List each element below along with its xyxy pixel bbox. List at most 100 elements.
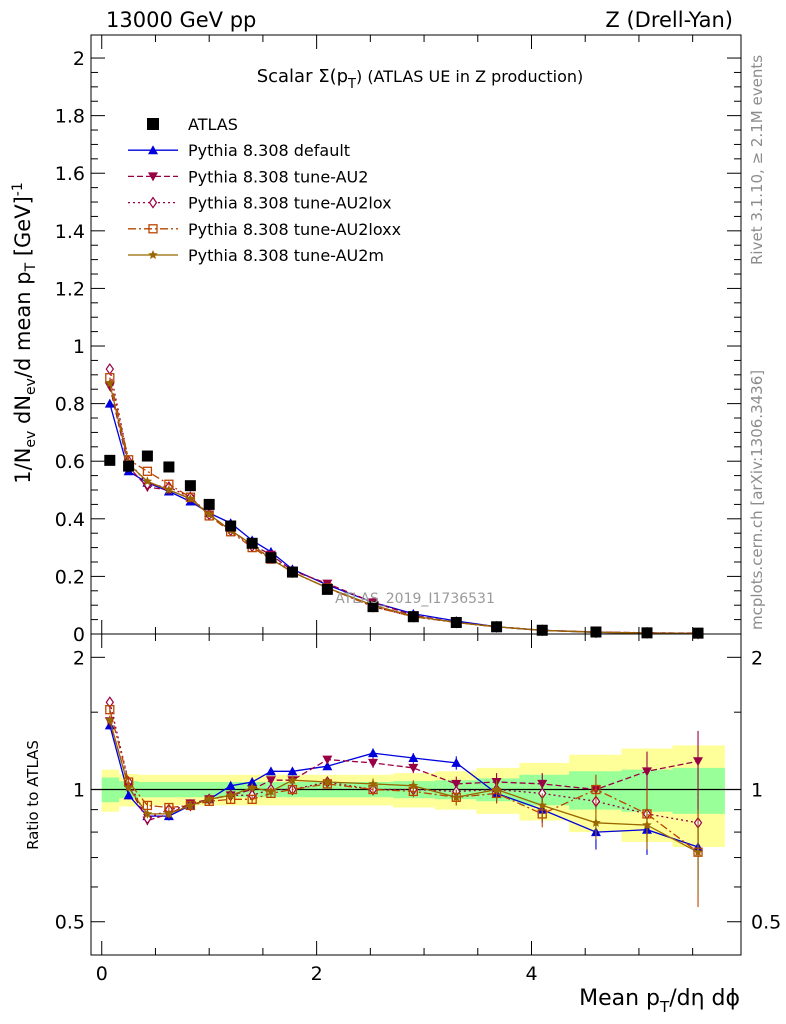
legend-label: Pythia 8.308 tune-AU2lox (188, 194, 392, 213)
x-tick-label: 0 (96, 963, 108, 985)
x-tick-label: 2 (311, 963, 323, 985)
ratio-series-point (225, 790, 236, 800)
main-y-tick-label: 0.4 (55, 509, 85, 531)
ratio-series-point (368, 748, 379, 758)
data-point (265, 552, 277, 564)
legend-label: Pythia 8.308 tune-AU2loxx (188, 220, 401, 239)
data-point (225, 520, 237, 532)
data-point (367, 601, 379, 613)
ratio-y-tick-label: 0.5 (55, 912, 85, 934)
ratio-series-point (287, 766, 298, 776)
legend-marker (148, 172, 158, 182)
series-point (105, 378, 115, 388)
x-tick-label: 4 (525, 963, 537, 985)
ratio-series-point (204, 794, 214, 804)
ratio-series-point (105, 714, 115, 725)
mcplots-reference-label: mcplots.cern.ch [arXiv:1306.3436] (748, 370, 766, 630)
data-point (203, 498, 215, 510)
x-axis-label-pre: Mean p (579, 986, 660, 1011)
ratio-panel-frame (90, 633, 742, 956)
ratio-series-4 (105, 714, 703, 894)
legend-label: Pythia 8.308 tune-AU2 (188, 167, 368, 186)
series-point (164, 485, 174, 495)
ratio-series-point (693, 757, 704, 767)
main-y-tick-label: 1.4 (55, 221, 85, 243)
series-point (142, 466, 153, 476)
main-title: Scalar Σ(pT) (ATLAS UE in Z production) (257, 66, 584, 92)
ratio-panel: 0.5 0.5 1 1 2 2 0 2 4 Ratio to ATLAS (24, 633, 781, 985)
data-point (407, 611, 419, 623)
ratio-y-tick-label: 2 (73, 647, 85, 669)
main-y-tick-label: 2 (73, 48, 85, 70)
main-y-tick-label: 1.2 (55, 278, 85, 300)
ratio-plot-area (91, 696, 741, 908)
legend-marker (148, 250, 158, 260)
ratio-series-point (537, 800, 547, 810)
data-point (163, 461, 175, 473)
x-axis-label-post: /dη dϕ (669, 986, 740, 1011)
ratio-series-point (641, 767, 652, 777)
main-title-pre: Scalar Σ(p (257, 66, 348, 87)
data-point (491, 621, 503, 633)
ratio-series-point (322, 777, 333, 787)
data-point (641, 627, 653, 639)
ratio-series-point (247, 794, 257, 804)
data-point (692, 627, 704, 639)
ratio-series-point (408, 763, 419, 773)
data-point (104, 454, 116, 466)
ratio-series-point (247, 777, 258, 787)
legend-label: ATLAS (188, 115, 238, 134)
series-point (105, 363, 115, 376)
ratio-series-point (105, 705, 115, 715)
main-title-sub: T (347, 77, 356, 92)
main-y-tick-label: 0.6 (55, 451, 85, 473)
ratio-series-point (642, 820, 652, 830)
ratio-series-point (266, 786, 276, 796)
data-point (123, 460, 135, 472)
main-y-tick-label: 0.2 (55, 566, 85, 588)
ratio-series-point (287, 775, 298, 785)
watermark-label: ATLAS_2019_I1736531 (335, 591, 495, 607)
header-beam-label: 13000 GeV pp (106, 8, 256, 32)
data-point (184, 480, 196, 492)
ratio-series-point (142, 808, 153, 818)
legend-marker (148, 196, 158, 209)
ratio-series-point (368, 758, 379, 768)
data-points (104, 450, 704, 639)
main-y-tick-label: 1.8 (55, 106, 85, 128)
series-point (204, 509, 214, 519)
data-point (590, 626, 602, 638)
ratio-series-point (265, 776, 276, 786)
ratio-series-point (123, 782, 134, 792)
ratio-series-point (247, 782, 257, 792)
ratio-series-point (451, 757, 462, 767)
legend-marker (148, 145, 158, 155)
main-plot-area (104, 363, 704, 640)
ratio-series-point (408, 780, 419, 790)
ratio-series-point (225, 780, 236, 790)
header-process-label: Z (Drell-Yan) (605, 8, 733, 32)
ratio-series-point (287, 784, 298, 795)
series-point (185, 493, 196, 503)
main-axes: 0 0.2 0.4 0.6 0.8 1 1.2 1.4 1.6 1.8 2 (55, 35, 741, 646)
ratio-series-point (591, 817, 601, 827)
ratio-series-point (164, 808, 174, 818)
data-point (321, 583, 333, 595)
legend-marker (147, 118, 159, 130)
data-point (536, 624, 548, 636)
main-y-tick-label: 0 (73, 624, 85, 646)
x-axis-label: Mean pT/dη dϕ (579, 986, 740, 1016)
ratio-y-tick-label-right: 1 (751, 780, 763, 802)
data-point (141, 450, 153, 462)
ratio-y-tick-label: 1 (73, 780, 85, 802)
main-y-tick-label: 0.8 (55, 394, 85, 416)
data-point (286, 566, 298, 578)
series-point (142, 476, 153, 486)
ratio-series-point (123, 790, 134, 800)
ratio-series-point (451, 792, 462, 802)
rivet-version-label: Rivet 3.1.10, ≥ 2.1M events (748, 55, 766, 265)
main-y-tick-label: 1 (73, 336, 85, 358)
ratio-y-tick-label-right: 2 (751, 647, 763, 669)
main-y-tick-label: 1.6 (55, 163, 85, 185)
